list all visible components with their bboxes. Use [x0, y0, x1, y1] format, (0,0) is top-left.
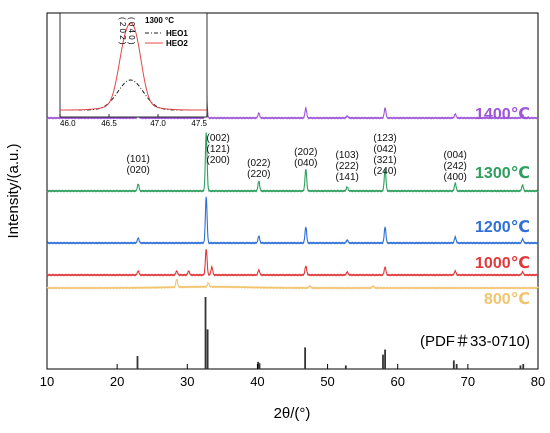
x-tick-label-20: 20	[110, 374, 124, 389]
y-axis-title: Intensity/(a.u.)	[5, 143, 22, 238]
peak-annotations: (101)(020) (002)(121)(200) (022)(220) (202)…	[127, 133, 467, 183]
inset-title: 1300 °C	[145, 16, 174, 25]
peak-annotation-6-line-2: (400)	[444, 172, 467, 183]
peak-annotation-5-line-1: (042)	[373, 144, 396, 155]
peak-annotation-1-line-0: (002)	[207, 133, 230, 144]
reference-sticks	[136, 297, 525, 369]
peak-annotation-5-line-2: (321)	[373, 155, 396, 166]
series-labels: 1400℃ 1300℃ 1200℃ 1000℃ 800℃	[475, 106, 530, 308]
inset-peak-label-202: ( 2 0 2 )	[118, 17, 127, 45]
series-1000-line	[46, 249, 539, 277]
x-tick-label-50: 50	[320, 374, 334, 389]
x-axis-ticks: 10 20 30 40 50 60 70 80	[40, 364, 545, 389]
peak-annotation-1-line-2: (200)	[207, 155, 230, 166]
series-layer	[46, 93, 539, 290]
peak-annotation-4-line-0: (103)	[336, 150, 359, 161]
peak-annotation-5-line-3: (240)	[373, 166, 396, 177]
peak-annotation-2-line-1: (220)	[247, 169, 270, 180]
inset-chart: 46.0 46.5 47.0 47.5 1300 °C HEO1 HEO2 ( 2 0…	[59, 12, 208, 128]
series-1400-line	[46, 93, 539, 120]
x-tick-label-30: 30	[180, 374, 194, 389]
peak-annotation-5-line-0: (123)	[373, 133, 396, 144]
x-tick-label-60: 60	[390, 374, 404, 389]
inset-frame	[59, 12, 208, 118]
peak-annotation-6-line-0: (004)	[444, 150, 467, 161]
peak-annotation-3-line-0: (202)	[294, 147, 317, 158]
series-1200-line	[46, 196, 539, 245]
series-1200-label: 1200℃	[475, 219, 530, 236]
x-tick-label-80: 80	[531, 374, 545, 389]
inset-HEO2-line	[60, 22, 207, 111]
series-1300-label: 1300℃	[475, 165, 530, 182]
inset-legend-heo1: HEO1	[166, 29, 188, 38]
inset-x-ticks: 46.0 46.5 47.0 47.5	[59, 114, 208, 128]
peak-annotation-3-line-1: (040)	[294, 158, 317, 169]
series-800-line	[46, 278, 539, 290]
x-tick-label-10: 10	[40, 374, 54, 389]
inset-series	[60, 22, 207, 111]
peak-annotation-0-line-0: (101)	[127, 154, 150, 165]
series-1400-label: 1400℃	[475, 106, 530, 123]
series-1000-label: 1000℃	[475, 255, 530, 272]
peak-annotation-1-line-1: (121)	[207, 144, 230, 155]
x-tick-label-40: 40	[250, 374, 264, 389]
inset-tick-label-465: 46.5	[101, 119, 117, 128]
peak-annotation-4-line-2: (141)	[336, 172, 359, 183]
inset-tick-label-475: 47.5	[191, 119, 207, 128]
inset-tick-label-460: 46.0	[60, 119, 76, 128]
peak-annotation-0-line-1: (020)	[127, 165, 150, 176]
x-tick-label-70: 70	[461, 374, 475, 389]
inset-legend-heo2: HEO2	[166, 39, 188, 48]
peak-annotation-4-line-1: (222)	[336, 161, 359, 172]
inset-tick-label-470: 47.0	[150, 119, 166, 128]
x-axis-title: 2θ/(°)	[274, 405, 311, 422]
peak-annotation-2-line-0: (022)	[247, 158, 270, 169]
peak-annotation-6-line-1: (242)	[444, 161, 467, 172]
series-800-label: 800℃	[484, 291, 530, 308]
series-1300-line	[46, 132, 539, 193]
reference-label: (PDF＃33-0710)	[420, 333, 530, 350]
inset-peak-label-040: ( 0 4 0 )	[127, 17, 136, 45]
